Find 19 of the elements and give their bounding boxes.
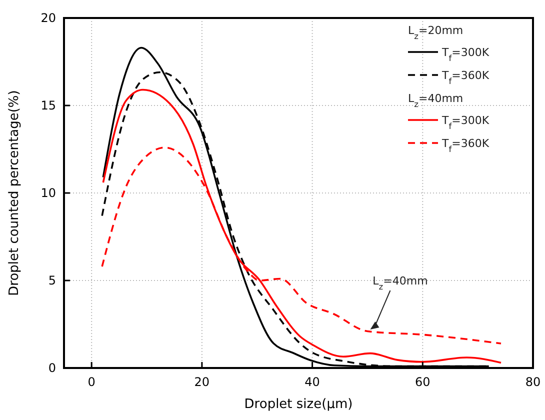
annotation: L$_{z}$=40mm bbox=[372, 274, 428, 292]
y-tick-label: 15 bbox=[40, 98, 56, 112]
x-tick-label: 20 bbox=[194, 375, 210, 389]
x-tick-label: 0 bbox=[88, 375, 96, 389]
legend-label: T$_{f}$=300K bbox=[441, 114, 490, 131]
legend-label: T$_{f}$=300K bbox=[441, 46, 490, 63]
x-tick-label: 80 bbox=[525, 375, 541, 389]
y-tick-label: 20 bbox=[40, 11, 56, 25]
annotation: L$_{z}$=40mm bbox=[408, 92, 464, 109]
x-tick-label: 40 bbox=[304, 375, 320, 389]
y-tick-label: 10 bbox=[40, 186, 56, 200]
legend-label: T$_{f}$=360K bbox=[441, 69, 490, 86]
y-axis-title: Droplet counted percentage(%) bbox=[7, 90, 22, 296]
x-tick-label: 60 bbox=[415, 375, 430, 389]
y-tick-label: 0 bbox=[48, 361, 56, 375]
legend-label: T$_{f}$=360K bbox=[441, 137, 490, 154]
annotation: L$_{z}$=20mm bbox=[408, 24, 464, 41]
y-tick-label: 5 bbox=[48, 274, 56, 288]
x-axis-title: Droplet size(μm) bbox=[244, 397, 353, 412]
